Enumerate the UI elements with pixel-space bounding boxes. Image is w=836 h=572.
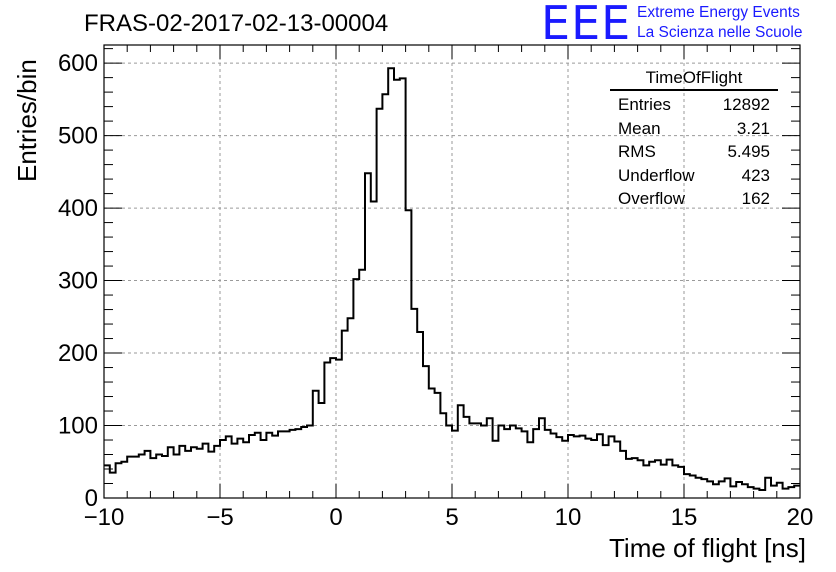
stats-row-underflow: Underflow 423 [610, 164, 778, 188]
stats-value: 5.495 [727, 142, 770, 161]
stats-title: TimeOfFlight [610, 68, 778, 91]
x-tick-label: 0 [329, 504, 342, 531]
stats-label: RMS [618, 142, 656, 161]
stats-row-mean: Mean 3.21 [610, 117, 778, 141]
stats-box: TimeOfFlight Entries 12892 Mean 3.21 RMS… [610, 68, 778, 211]
y-tick-label: 0 [85, 485, 98, 512]
logo-subtitle-line2: La Scienza nelle Scuole [637, 24, 803, 41]
y-tick-label: 100 [58, 413, 98, 440]
stats-value: 423 [741, 165, 770, 185]
stats-label: Overflow [618, 189, 686, 208]
stats-label: Underflow [618, 165, 695, 185]
histogram-data [104, 67, 800, 492]
y-tick-label: 500 [58, 123, 98, 150]
x-tick-label: −10 [84, 504, 125, 531]
stats-label: Mean [618, 118, 661, 138]
y-tick-label: 200 [58, 340, 98, 367]
x-axis-label: Time of flight [ns] [609, 533, 806, 563]
x-tick-label: 15 [671, 504, 698, 531]
x-tick-label: 20 [787, 504, 814, 531]
y-axis-label: Entries/bin [12, 59, 42, 182]
stats-value: 162 [741, 189, 770, 208]
x-tick-label: −5 [206, 504, 233, 531]
stats-row-entries: Entries 12892 [610, 93, 778, 117]
y-tick-label: 400 [58, 195, 98, 222]
y-tick-label: 300 [58, 268, 98, 295]
logo-subtitle-line1: Extreme Energy Events [637, 4, 800, 21]
stats-value: 12892 [722, 95, 770, 114]
run-title: FRAS-02-2017-02-13-00004 [84, 10, 389, 37]
histogram-step-line [104, 67, 800, 492]
eee-logo: EEE [541, 0, 632, 50]
stats-label: Entries [618, 95, 671, 114]
x-tick-label: 5 [445, 504, 458, 531]
axis-ticks [103, 45, 801, 499]
stats-value: 3.21 [736, 118, 770, 138]
stats-row-overflow: Overflow 162 [610, 187, 778, 211]
stats-row-rms: RMS 5.495 [610, 140, 778, 164]
x-tick-label: 10 [555, 504, 582, 531]
y-tick-label: 600 [58, 50, 98, 77]
